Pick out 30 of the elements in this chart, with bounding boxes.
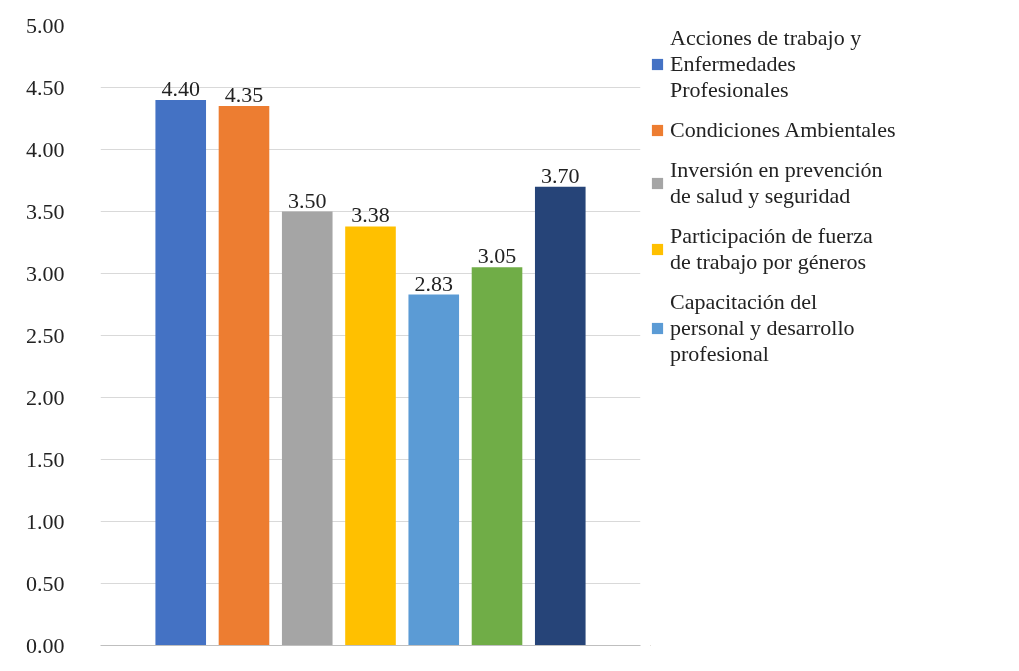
- text: 2.83: [414, 270, 454, 296]
- y-tick-label: 0.00: [26, 632, 65, 658]
- text: 3.70: [541, 162, 580, 188]
- text: 3.50: [287, 187, 327, 213]
- text: 3.38: [351, 202, 390, 228]
- legend-label: Acciones de trabajo y Enfermedades Profesionales: [670, 25, 862, 103]
- y-tick-label: 1.50: [26, 446, 65, 472]
- text: 4.35: [224, 82, 264, 108]
- y-tick-label: 5.00: [26, 12, 65, 38]
- bar: [281, 211, 333, 646]
- y-tick-label: 3.00: [26, 260, 65, 286]
- y-tick-label: 1.00: [26, 508, 65, 534]
- y-tick-label: 4.00: [26, 136, 65, 162]
- y-tick-label: 2.00: [26, 384, 65, 410]
- legend-label: Condiciones Ambientales: [670, 117, 896, 143]
- bar: [345, 226, 396, 646]
- y-tick-label: 0.50: [26, 570, 65, 596]
- y-tick-label: 2.50: [26, 322, 65, 348]
- text: 3.05: [477, 243, 517, 269]
- legend-label: Capacitación del personal y desarrollo profesional: [670, 289, 855, 367]
- bar: [534, 186, 586, 646]
- y-tick-label: 3.50: [26, 198, 65, 224]
- legend-label: Participación de fuerza de trabajo por géneros: [670, 223, 873, 275]
- legend-label: Inversión en prevención de salud y seguridad: [670, 157, 883, 209]
- bar: [471, 267, 523, 646]
- bar: [408, 294, 460, 646]
- text: 4.40: [161, 75, 200, 101]
- bar: [218, 106, 270, 646]
- y-tick-label: 4.50: [26, 74, 65, 100]
- bar: [155, 99, 207, 646]
